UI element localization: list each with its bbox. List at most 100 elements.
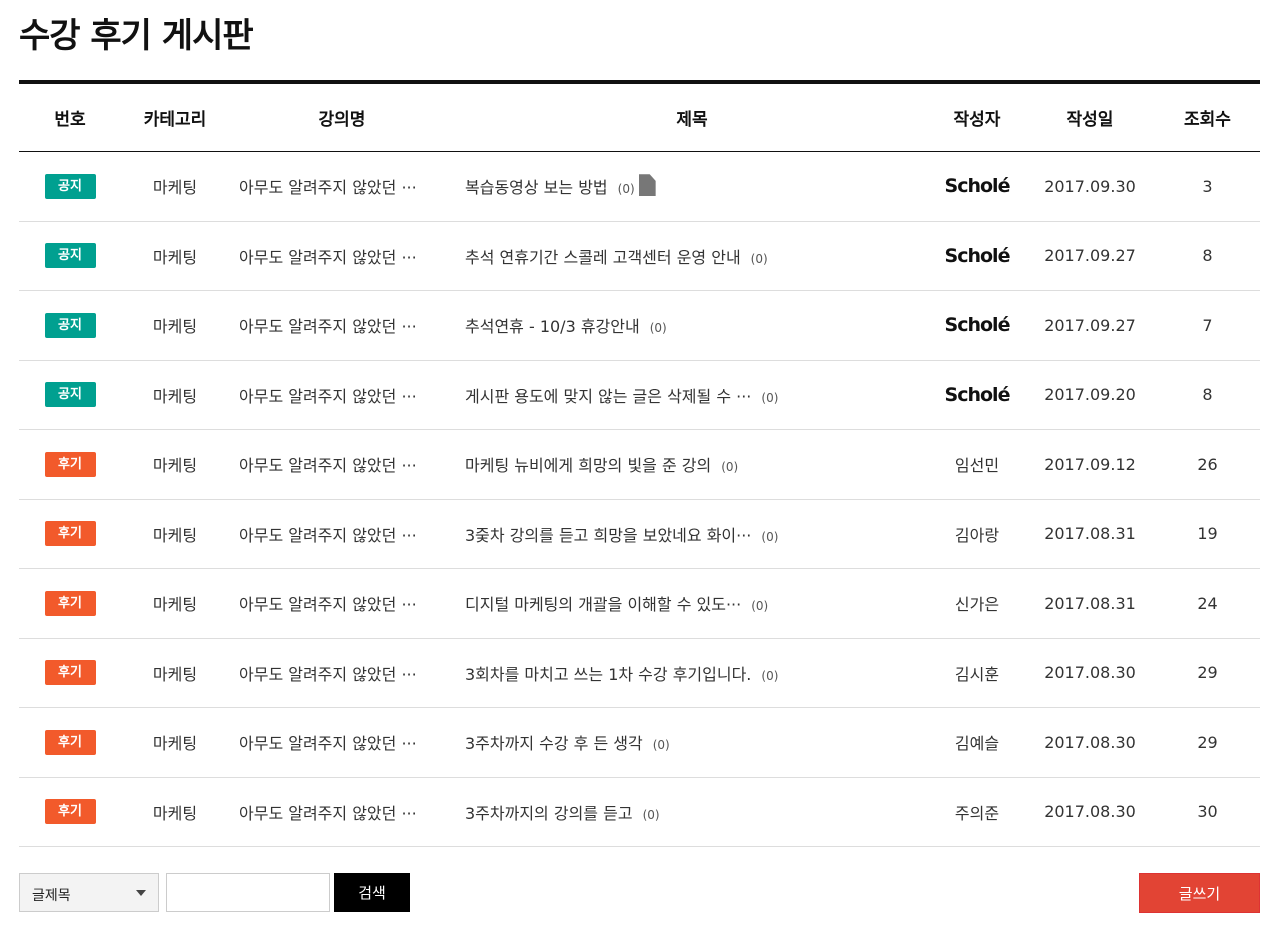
table-row[interactable]: 후기 마케팅 아무도 알려주지 않았던 ··· 3주차까지의 강의를 듣고 (0)… — [19, 778, 1260, 847]
comment-count: (0) — [750, 251, 768, 266]
table-header: 번호 카테고리 강의명 제목 작성자 작성일 조회수 — [19, 84, 1260, 152]
course-cell[interactable]: 아무도 알려주지 않았던 ··· — [239, 525, 417, 545]
review-badge: 후기 — [44, 729, 96, 755]
category-cell: 마케팅 — [152, 803, 198, 823]
course-cell[interactable]: 아무도 알려주지 않았던 ··· — [239, 595, 417, 615]
chevron-down-icon — [136, 890, 146, 901]
review-badge: 후기 — [44, 451, 96, 477]
subject-link[interactable]: 3줒차 강의를 듣고 희망을 보았네요 화이··· — [465, 525, 752, 545]
date-cell: 2017.08.30 — [1044, 663, 1136, 683]
author-cell: 김시훈 — [954, 664, 1000, 684]
review-badge: 후기 — [44, 799, 96, 825]
views-cell: 8 — [1202, 385, 1213, 405]
number-cell: 공지 — [19, 173, 121, 199]
date-cell: 2017.08.31 — [1044, 524, 1136, 544]
schole-logo: Scholé — [944, 175, 1011, 198]
subject-cell: 디지털 마케팅의 개괄을 이해할 수 있도··· (0) — [455, 591, 929, 615]
course-cell[interactable]: 아무도 알려주지 않았던 ··· — [239, 317, 417, 337]
author-cell: 김아랑 — [954, 525, 1000, 545]
subject-link[interactable]: 복습동영상 보는 방법 — [465, 178, 608, 198]
number-cell: 후기 — [19, 729, 121, 755]
subject-link[interactable]: 3회차를 마치고 쓰는 1차 수강 후기입니다. — [465, 664, 752, 684]
date-cell: 2017.08.30 — [1044, 802, 1136, 822]
subject-link[interactable]: 3주차까지 수강 후 든 생각 — [465, 734, 643, 754]
notice-badge: 공지 — [44, 382, 96, 408]
course-cell[interactable]: 아무도 알려주지 않았던 ··· — [239, 247, 417, 267]
comment-count: (0) — [761, 390, 779, 405]
table-row[interactable]: 후기 마케팅 아무도 알려주지 않았던 ··· 3줒차 강의를 듣고 희망을 보… — [19, 500, 1260, 569]
table-row[interactable]: 후기 마케팅 아무도 알려주지 않았던 ··· 디지털 마케팅의 개괄을 이해할… — [19, 569, 1260, 639]
comment-count: (0) — [649, 321, 667, 336]
number-cell: 후기 — [19, 590, 121, 616]
views-cell: 29 — [1197, 663, 1218, 683]
author-cell: 신가은 — [954, 595, 1000, 615]
col-course: 강의명 — [318, 110, 366, 130]
course-cell[interactable]: 아무도 알려주지 않았던 ··· — [239, 734, 417, 754]
number-cell: 공지 — [19, 243, 121, 269]
comment-count: (0) — [652, 738, 670, 753]
table-row[interactable]: 공지 마케팅 아무도 알려주지 않았던 ··· 추석 연휴기간 스콜레 고객센터… — [19, 222, 1260, 291]
date-cell: 2017.09.27 — [1044, 246, 1136, 266]
views-cell: 8 — [1202, 246, 1213, 266]
table-row[interactable]: 후기 마케팅 아무도 알려주지 않았던 ··· 3주차까지 수강 후 든 생각 (… — [19, 708, 1260, 778]
table-row[interactable]: 후기 마케팅 아무도 알려주지 않았던 ··· 3회차를 마치고 쓰는 1차 수… — [19, 639, 1260, 708]
subject-cell: 3주차까지의 강의를 듣고 (0) — [455, 800, 929, 824]
author-cell: 주의준 — [954, 803, 1000, 823]
course-cell[interactable]: 아무도 알려주지 않았던 ··· — [239, 456, 417, 476]
date-cell: 2017.09.12 — [1044, 454, 1136, 474]
date-cell: 2017.09.20 — [1044, 385, 1136, 405]
views-cell: 26 — [1197, 454, 1218, 474]
course-cell[interactable]: 아무도 알려주지 않았던 ··· — [239, 178, 417, 198]
subject-cell: 3줒차 강의를 듣고 희망을 보았네요 화이··· (0) — [455, 522, 929, 546]
date-cell: 2017.08.31 — [1044, 593, 1136, 613]
comment-count: (0) — [617, 182, 635, 197]
comment-count: (0) — [761, 668, 779, 683]
schole-logo: Scholé — [944, 244, 1011, 267]
notice-badge: 공지 — [44, 312, 96, 338]
date-cell: 2017.09.27 — [1044, 315, 1136, 335]
subject-link[interactable]: 마케팅 뉴비에게 희망의 빛을 준 강의 — [465, 456, 712, 476]
subject-cell: 마케팅 뉴비에게 희망의 빛을 준 강의 (0) — [455, 452, 929, 476]
course-cell[interactable]: 아무도 알려주지 않았던 ··· — [239, 803, 417, 823]
subject-link[interactable]: 디지털 마케팅의 개괄을 이해할 수 있도··· — [465, 595, 742, 615]
page-title: 수강 후기 게시판 — [19, 16, 254, 56]
category-cell: 마케팅 — [152, 664, 198, 684]
category-cell: 마케팅 — [152, 525, 198, 545]
search-field-select[interactable]: 글제목 — [19, 873, 159, 912]
review-badge: 후기 — [44, 590, 96, 616]
subject-cell: 3회차를 마치고 쓰는 1차 수강 후기입니다. (0) — [455, 661, 929, 685]
course-cell[interactable]: 아무도 알려주지 않았던 ··· — [239, 386, 417, 406]
search-button[interactable]: 검색 — [334, 873, 410, 912]
col-subject: 제목 — [676, 110, 708, 130]
comment-count: (0) — [721, 460, 739, 475]
subject-link[interactable]: 추석연휴 - 10/3 휴강안내 — [465, 317, 640, 337]
subject-link[interactable]: 3주차까지의 강의를 듣고 — [465, 803, 633, 823]
review-badge: 후기 — [44, 660, 96, 686]
table-row[interactable]: 후기 마케팅 아무도 알려주지 않았던 ··· 마케팅 뉴비에게 희망의 빛을 … — [19, 430, 1260, 500]
views-cell: 19 — [1197, 524, 1218, 544]
table-row[interactable]: 공지 마케팅 아무도 알려주지 않았던 ··· 복습동영상 보는 방법 (0) S… — [19, 152, 1260, 222]
board-table: 번호 카테고리 강의명 제목 작성자 작성일 조회수 공지 마케팅 아무도 알려… — [19, 80, 1260, 847]
subject-link[interactable]: 추석 연휴기간 스콜레 고객센터 운영 안내 — [465, 247, 741, 267]
views-cell: 7 — [1202, 315, 1213, 335]
category-cell: 마케팅 — [152, 734, 198, 754]
author-cell: 임선민 — [954, 456, 1000, 476]
subject-cell: 복습동영상 보는 방법 (0) — [455, 174, 929, 198]
views-cell: 29 — [1197, 732, 1218, 752]
col-category: 카테고리 — [143, 110, 207, 130]
date-cell: 2017.08.30 — [1044, 732, 1136, 752]
course-cell[interactable]: 아무도 알려주지 않았던 ··· — [239, 664, 417, 684]
category-cell: 마케팅 — [152, 595, 198, 615]
table-row[interactable]: 공지 마케팅 아무도 알려주지 않았던 ··· 게시판 용도에 맞지 않는 글은… — [19, 361, 1260, 430]
table-row[interactable]: 공지 마케팅 아무도 알려주지 않았던 ··· 추석연휴 - 10/3 휴강안내… — [19, 291, 1260, 361]
schole-logo: Scholé — [944, 383, 1011, 406]
views-cell: 3 — [1202, 176, 1213, 196]
subject-link[interactable]: 게시판 용도에 맞지 않는 글은 삭제될 수 ··· — [465, 386, 752, 406]
comment-count: (0) — [751, 599, 769, 614]
comment-count: (0) — [761, 529, 779, 544]
write-button[interactable]: 글쓰기 — [1139, 873, 1260, 913]
notice-badge: 공지 — [44, 243, 96, 269]
number-cell: 후기 — [19, 660, 121, 686]
search-input[interactable] — [166, 873, 330, 912]
col-number: 번호 — [54, 110, 86, 130]
